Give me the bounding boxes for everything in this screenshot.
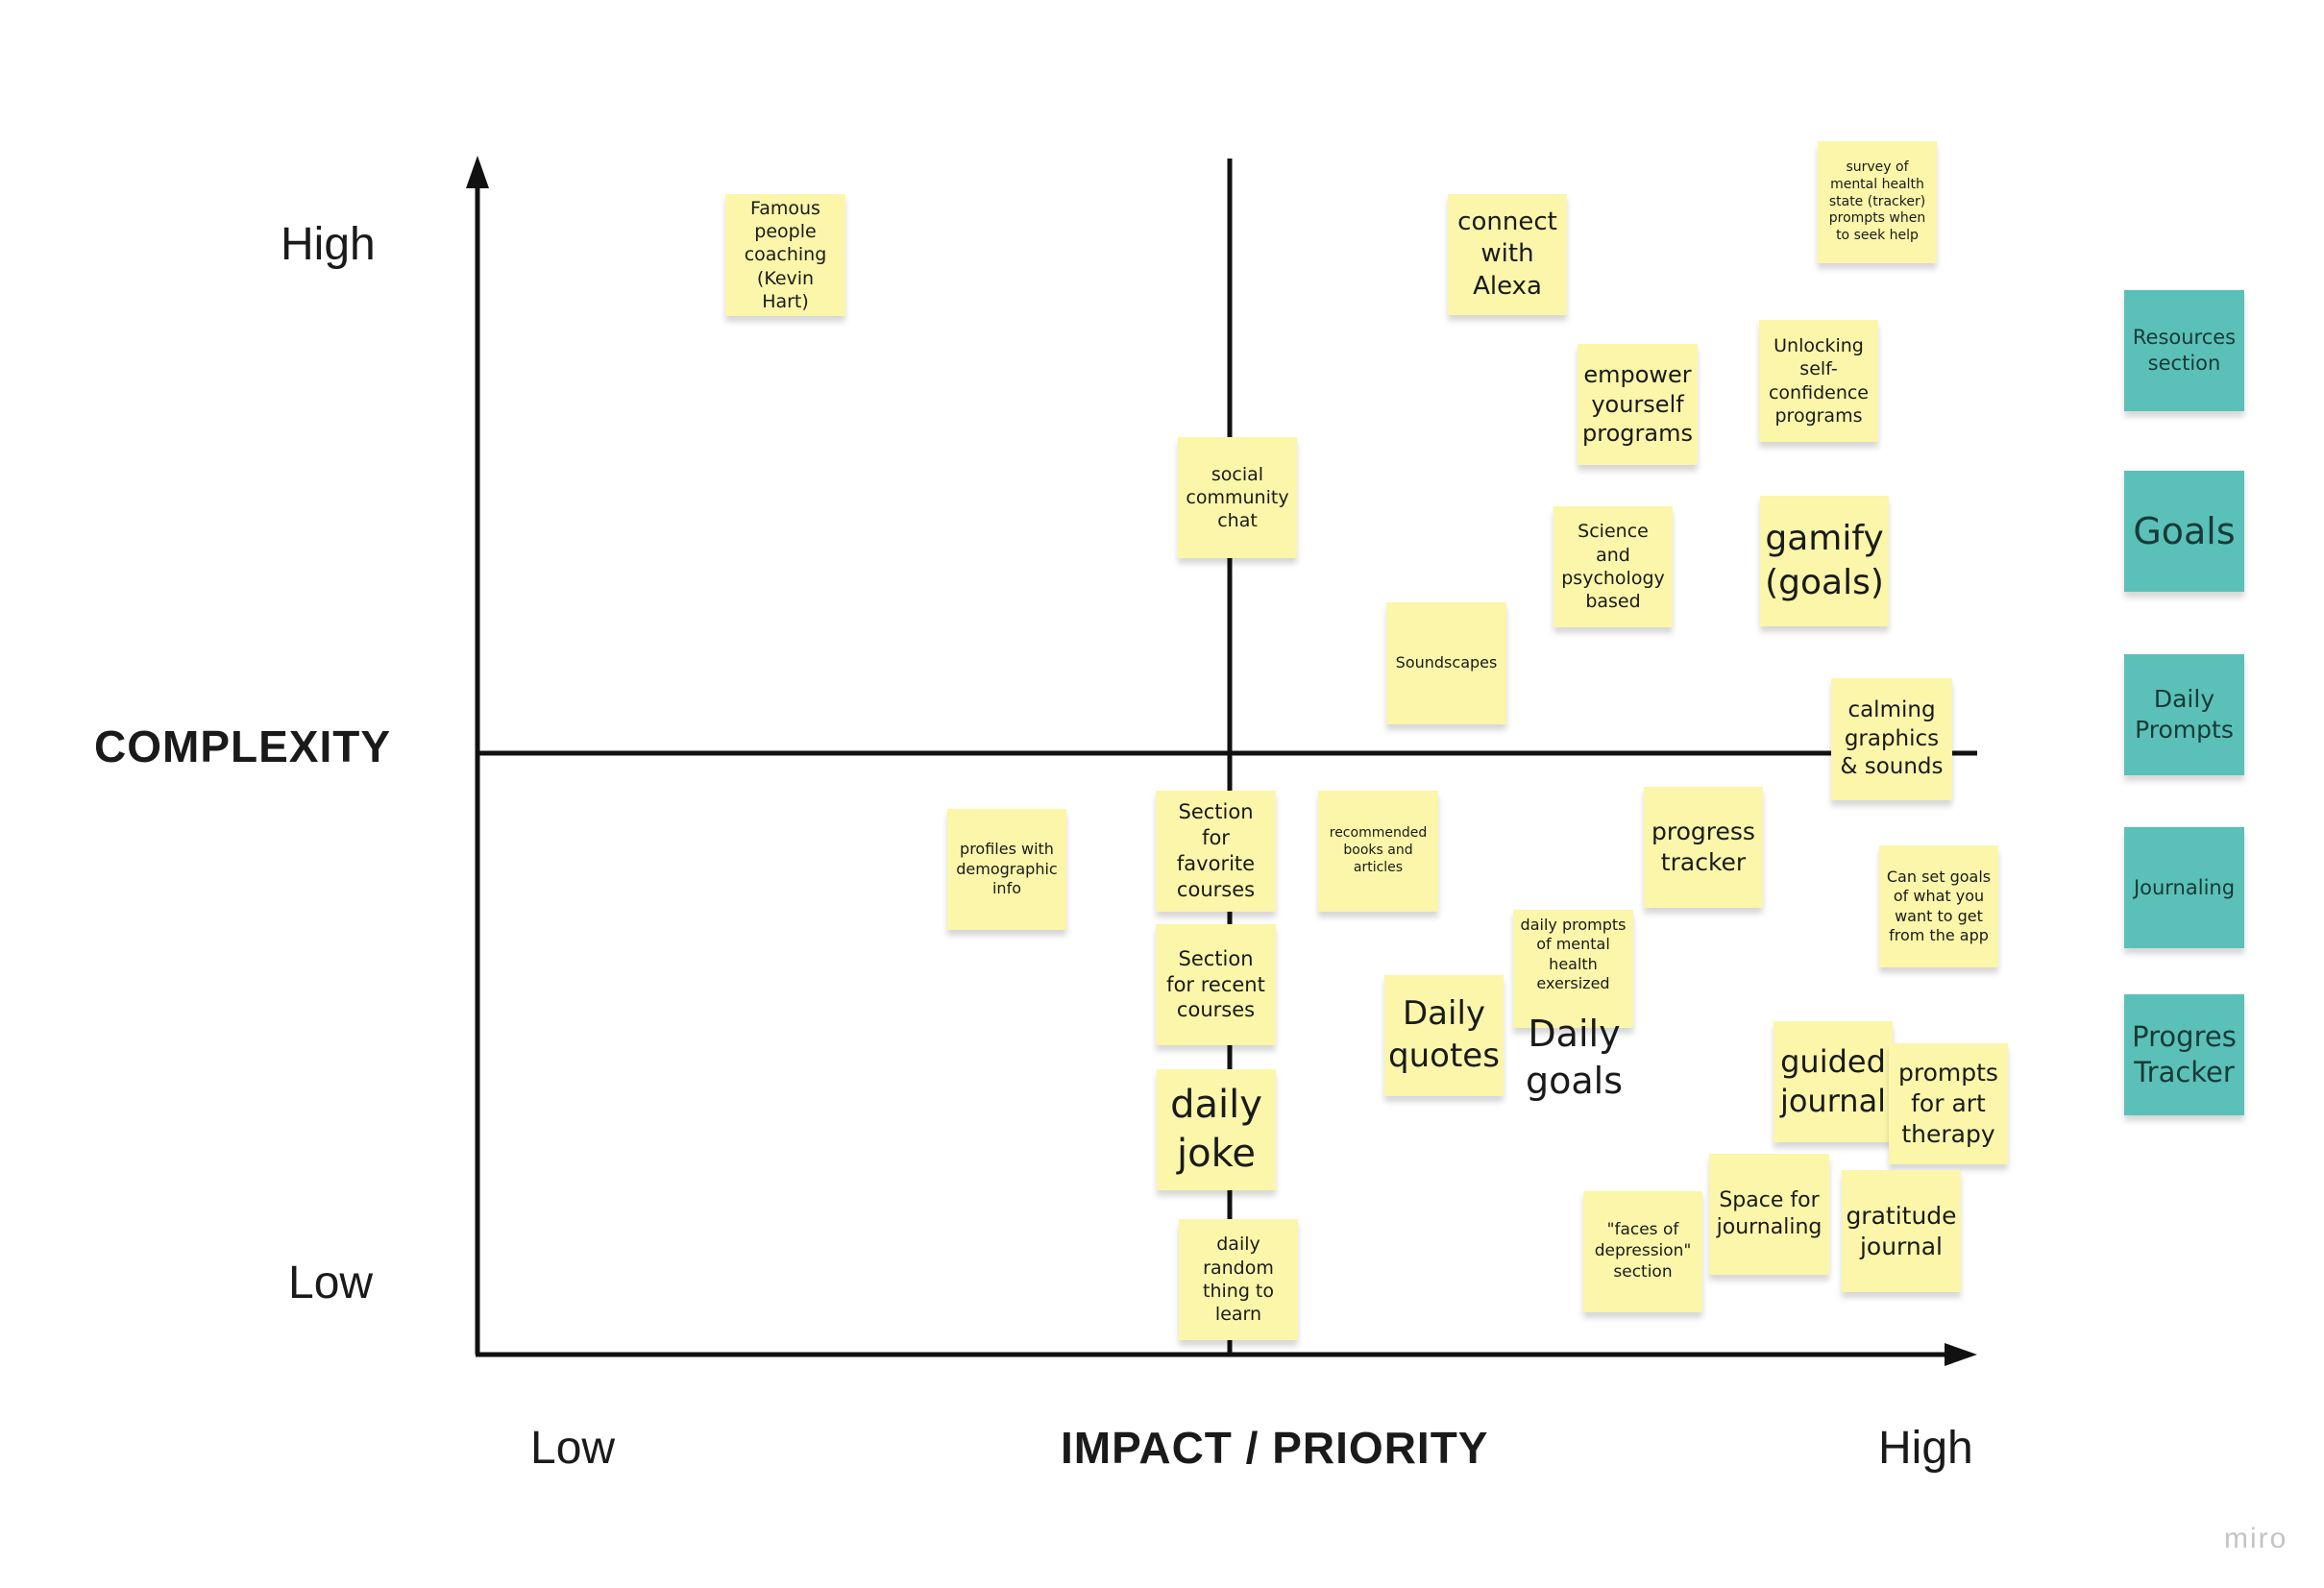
y-low-label: Low: [288, 1258, 374, 1308]
sticky-faces-of-depression[interactable]: "faces of depression" section: [1583, 1191, 1702, 1312]
category-goals[interactable]: Goals: [2124, 471, 2244, 592]
y-high-label: High: [281, 219, 376, 270]
sticky-connect-with-alexa[interactable]: connect with Alexa: [1448, 194, 1567, 315]
category-daily-prompts[interactable]: Daily Prompts: [2124, 654, 2244, 775]
x-high-label: High: [1878, 1423, 1973, 1474]
sticky-prompts-art-therapy[interactable]: prompts for art therapy: [1889, 1043, 2008, 1164]
miro-watermark: miro: [2224, 1523, 2288, 1554]
x-low-label: Low: [530, 1423, 616, 1474]
sticky-daily-goals: Daily goals: [1525, 1013, 1623, 1102]
sticky-daily-quotes[interactable]: Daily quotes: [1384, 975, 1504, 1096]
sticky-section-recent-courses[interactable]: Section for recent courses: [1156, 924, 1276, 1045]
x-axis-title: IMPACT / PRIORITY: [1061, 1423, 1489, 1473]
sticky-daily-random-thing[interactable]: daily random thing to learn: [1179, 1219, 1298, 1340]
sticky-survey-mental-health[interactable]: survey of mental health state (tracker) …: [1818, 141, 1937, 263]
sticky-science-psychology[interactable]: Science and psychology based: [1553, 506, 1673, 627]
sticky-progress-tracker[interactable]: progress tracker: [1644, 787, 1763, 908]
sticky-profiles-demographic[interactable]: profiles with demographic info: [947, 809, 1066, 930]
sticky-section-favorite-courses[interactable]: Section for favorite courses: [1156, 791, 1276, 912]
sticky-unlocking-self-confidence[interactable]: Unlocking self- confidence programs: [1759, 320, 1878, 442]
sticky-soundscapes[interactable]: Soundscapes: [1386, 602, 1506, 724]
sticky-guided-journal[interactable]: guided journal: [1774, 1021, 1893, 1142]
sticky-gratitude-journal[interactable]: gratitude journal: [1842, 1170, 1961, 1292]
sticky-space-for-journaling[interactable]: Space for journaling: [1709, 1154, 1829, 1275]
sticky-can-set-goals[interactable]: Can set goals of what you want to get fr…: [1879, 845, 1998, 967]
sticky-daily-prompts-mental-health[interactable]: daily prompts of mental health exersized: [1513, 910, 1633, 1028]
sticky-gamify-goals[interactable]: gamify (goals): [1760, 496, 1889, 626]
y-arrowhead: [466, 156, 489, 188]
sticky-famous-people-coaching[interactable]: Famous people coaching (Kevin Hart): [725, 194, 845, 316]
y-axis-title: COMPLEXITY: [94, 721, 392, 771]
category-progress-tracker[interactable]: Progres Tracker: [2124, 994, 2244, 1115]
sticky-calming-graphics[interactable]: calming graphics & sounds: [1831, 678, 1952, 800]
category-journaling[interactable]: Journaling: [2124, 827, 2244, 948]
x-arrowhead: [1945, 1343, 1977, 1366]
sticky-empower-yourself[interactable]: empower yourself programs: [1578, 344, 1698, 465]
sticky-social-community-chat[interactable]: social community chat: [1178, 437, 1297, 558]
sticky-daily-joke[interactable]: daily joke: [1157, 1069, 1276, 1190]
sticky-recommended-books[interactable]: recommended books and articles: [1318, 791, 1438, 912]
category-resources-section[interactable]: Resources section: [2124, 290, 2244, 411]
